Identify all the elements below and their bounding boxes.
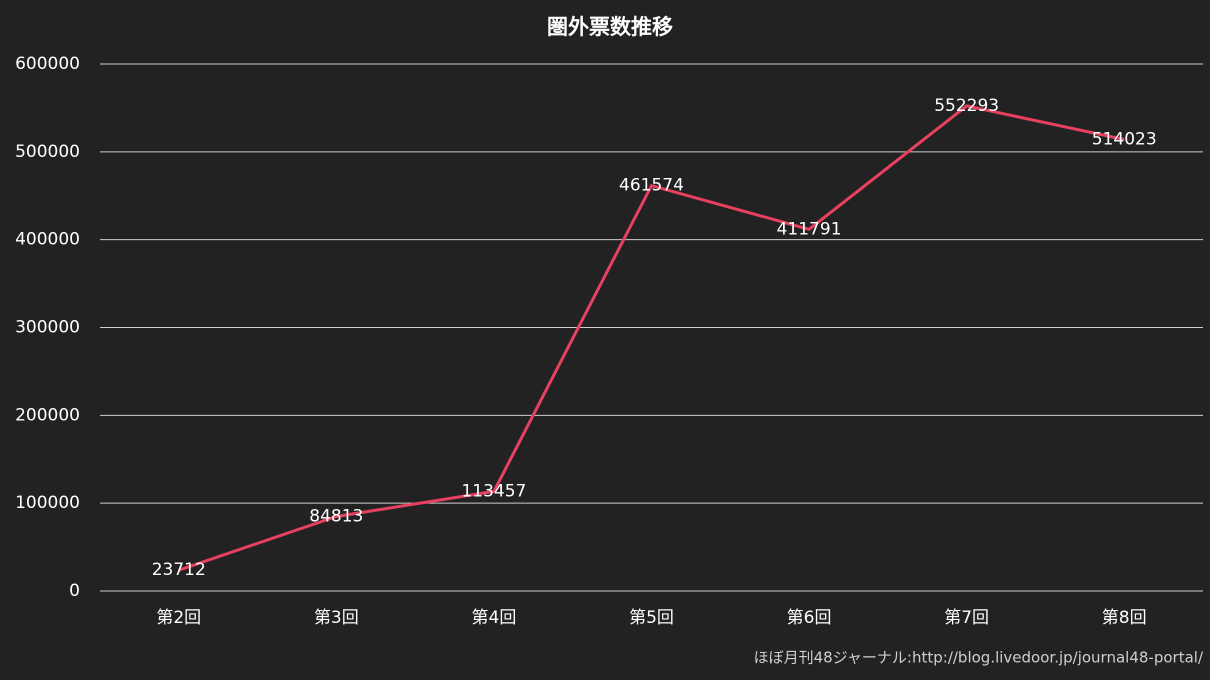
data-label: 113457	[461, 481, 526, 501]
x-tick-label: 第5回	[629, 608, 674, 628]
x-tick-label: 第4回	[472, 608, 517, 628]
source-note: ほぼ月刊48ジャーナル:http://blog.livedoor.jp/jour…	[754, 649, 1204, 667]
chart-title: 圏外票数推移	[547, 15, 673, 39]
data-label: 411791	[777, 219, 842, 239]
y-tick-label: 300000	[15, 318, 80, 338]
y-tick-label: 600000	[15, 54, 80, 74]
data-line	[178, 104, 1125, 572]
x-tick-label: 第6回	[787, 608, 832, 628]
x-tick-label: 第7回	[944, 608, 989, 628]
y-tick-label: 0	[69, 581, 80, 601]
data-label: 461574	[619, 176, 684, 196]
data-label: 514023	[1092, 130, 1157, 150]
data-label: 23712	[152, 560, 206, 580]
x-tick-label: 第8回	[1102, 608, 1147, 628]
y-tick-label: 200000	[15, 405, 80, 425]
data-label: 552293	[934, 96, 999, 116]
data-label: 84813	[309, 507, 363, 527]
y-tick-label: 400000	[15, 230, 80, 250]
y-tick-label: 500000	[15, 142, 80, 162]
x-tick-label: 第3回	[314, 608, 359, 628]
y-tick-label: 100000	[15, 493, 80, 513]
x-tick-label: 第2回	[156, 608, 201, 628]
